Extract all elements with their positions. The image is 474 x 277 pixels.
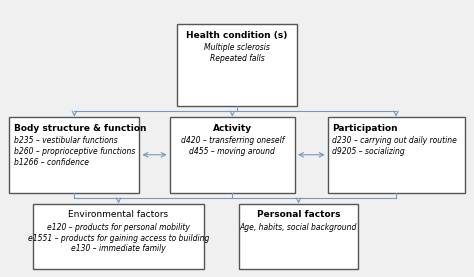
Bar xyxy=(33,204,204,269)
Text: Repeated falls: Repeated falls xyxy=(210,54,264,63)
Text: e1551 – products for gaining access to building: e1551 – products for gaining access to b… xyxy=(28,234,209,242)
Text: Environmental factors: Environmental factors xyxy=(68,211,169,219)
Bar xyxy=(177,24,297,106)
Text: Multiple sclerosis: Multiple sclerosis xyxy=(204,43,270,52)
Text: e120 – products for personal mobility: e120 – products for personal mobility xyxy=(47,223,190,232)
Text: Body structure & function: Body structure & function xyxy=(14,124,146,133)
Bar xyxy=(239,204,358,269)
Text: Health condition (s): Health condition (s) xyxy=(186,31,288,40)
Text: Age, habits, social background: Age, habits, social background xyxy=(240,223,357,232)
Text: d420 – transferring oneself: d420 – transferring oneself xyxy=(181,136,284,145)
Text: b260 – proprioceptive functions: b260 – proprioceptive functions xyxy=(14,147,136,156)
Text: d455 – moving around: d455 – moving around xyxy=(190,147,275,156)
Text: e130 – immediate family: e130 – immediate family xyxy=(71,244,166,253)
Text: b235 – vestibular functions: b235 – vestibular functions xyxy=(14,136,118,145)
Text: Personal factors: Personal factors xyxy=(257,211,340,219)
Bar xyxy=(9,117,139,193)
Bar xyxy=(170,117,295,193)
Text: b1266 – confidence: b1266 – confidence xyxy=(14,158,89,166)
Bar xyxy=(328,117,465,193)
Text: d230 – carrying out daily routine: d230 – carrying out daily routine xyxy=(332,136,457,145)
Text: Activity: Activity xyxy=(213,124,252,133)
Text: Participation: Participation xyxy=(332,124,398,133)
Text: d9205 – socializing: d9205 – socializing xyxy=(332,147,405,156)
